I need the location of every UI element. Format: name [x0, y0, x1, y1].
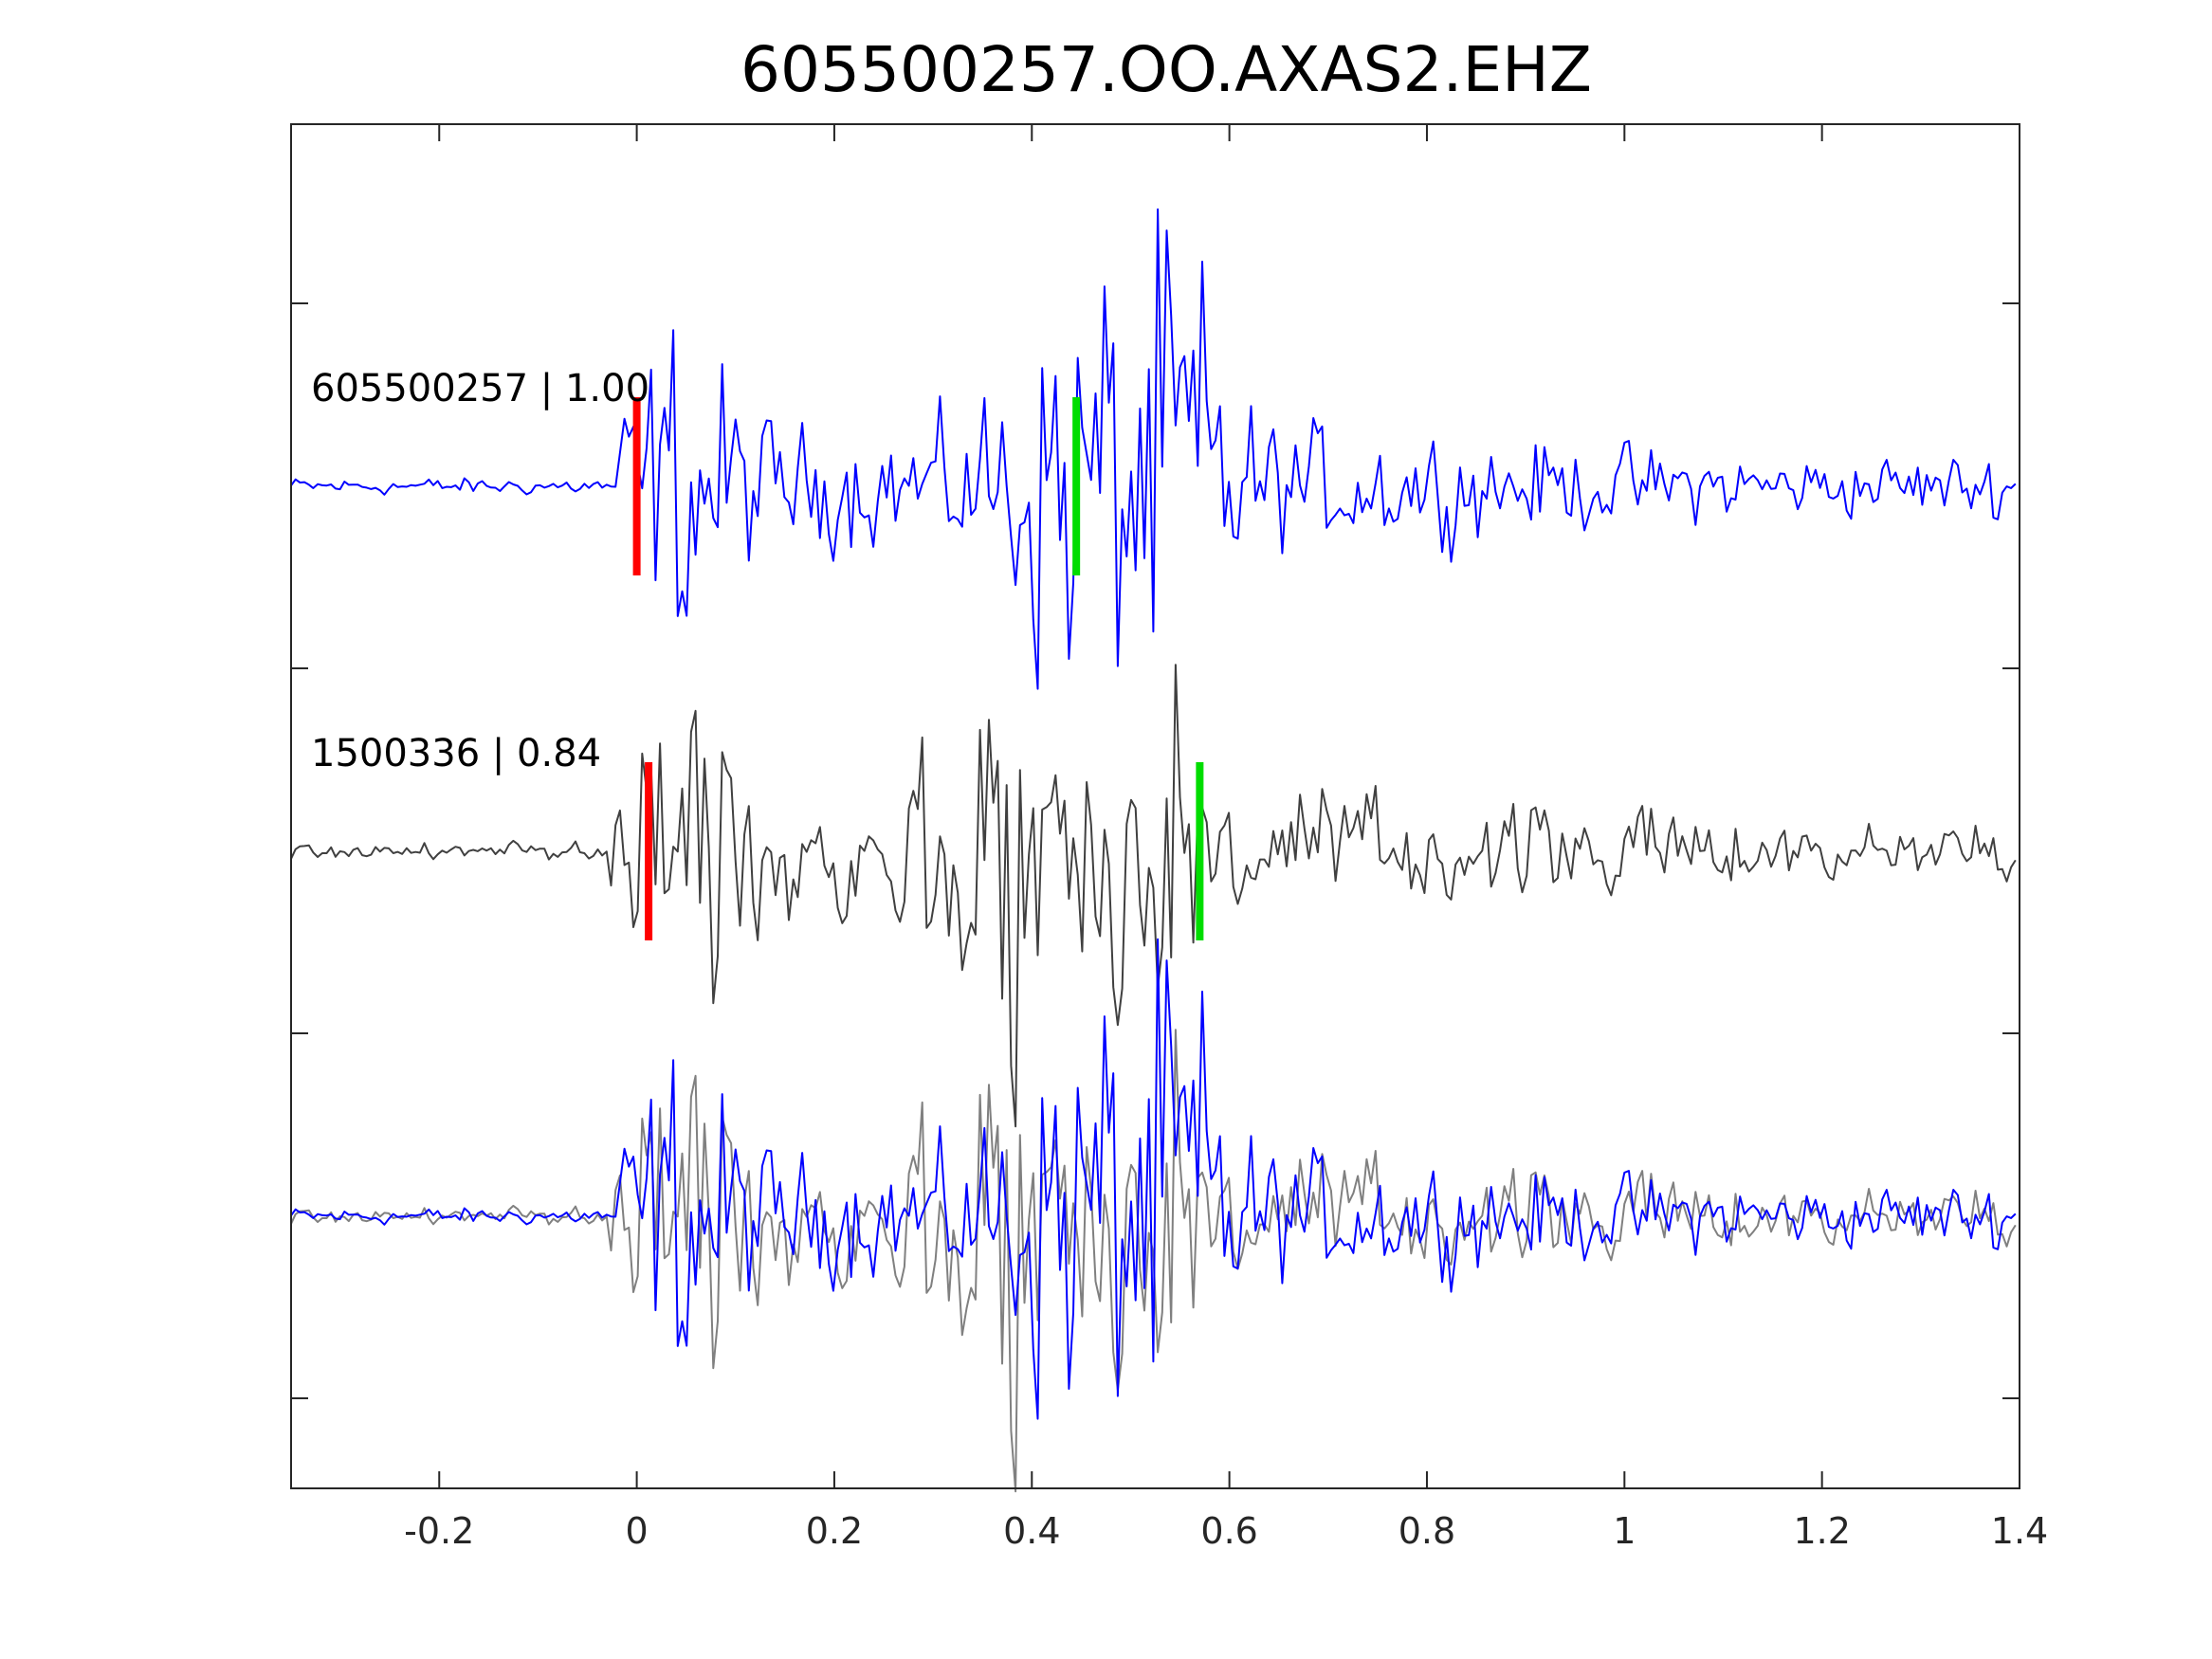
- trace-1-waveform: [290, 208, 2017, 690]
- trace-labels: 605500257 | 1.00 1500336 | 0.84: [311, 367, 649, 775]
- picks-layer: [632, 397, 1204, 940]
- x-tick-label: 1.2: [1793, 1510, 1850, 1552]
- trace-2-label: 1500336 | 0.84: [311, 732, 601, 775]
- x-tick-label: 0.4: [1003, 1510, 1060, 1552]
- trace-1-label: 605500257 | 1.00: [311, 367, 649, 410]
- trace-2-waveform: [290, 664, 2017, 1128]
- overlay-waveform-blue: [290, 938, 2017, 1420]
- x-tick-label: 0: [626, 1510, 649, 1552]
- x-tick-label: 1.4: [1991, 1510, 2048, 1552]
- x-tick-label: 0.2: [806, 1510, 863, 1552]
- overlay-waveform-gray: [290, 1029, 2017, 1493]
- axes-frame: [290, 123, 2020, 1489]
- x-tick-label: 0.8: [1398, 1510, 1455, 1552]
- chart-title: 605500257.OO.AXAS2.EHZ: [740, 33, 1592, 106]
- x-tick-label: 1: [1613, 1510, 1636, 1552]
- x-tick-label: 0.6: [1200, 1510, 1257, 1552]
- x-tick-label: -0.2: [404, 1510, 474, 1552]
- axis-ticks: -0.2 0 0.2 0.4 0.6 0.8 1 1.2 1.4: [291, 124, 2048, 1552]
- plot-area: 605500257 | 1.00 1500336 | 0.84 -0.2 0 0.2 0…: [290, 123, 2048, 1552]
- traces-layer: [290, 208, 2017, 1493]
